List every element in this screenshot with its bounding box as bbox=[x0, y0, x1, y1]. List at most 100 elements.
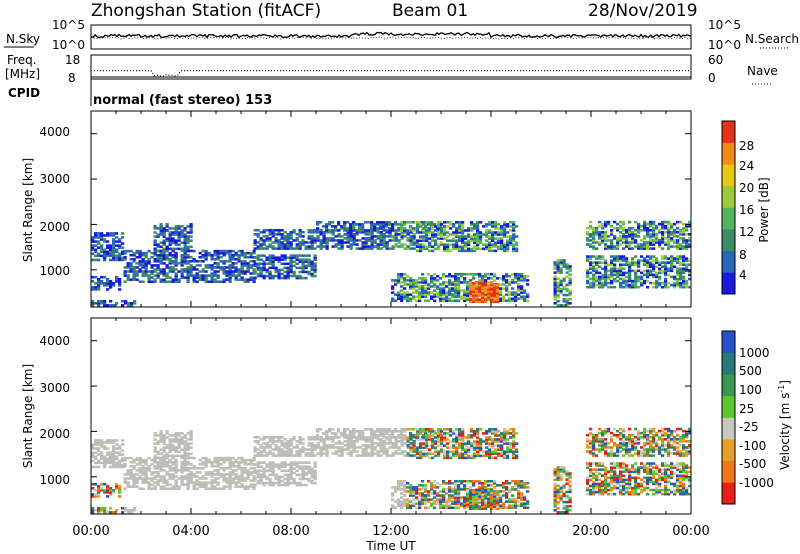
power-cell bbox=[289, 233, 293, 236]
velocity-cell bbox=[210, 487, 214, 490]
velocity-cell bbox=[343, 436, 347, 439]
velocity-cell bbox=[499, 496, 503, 499]
power-cell bbox=[307, 272, 311, 276]
power-cell bbox=[322, 233, 326, 236]
power-cell bbox=[664, 224, 668, 228]
velocity-cell bbox=[526, 490, 530, 493]
velocity-cell bbox=[225, 458, 229, 462]
velocity-cell bbox=[94, 447, 98, 450]
power-cell bbox=[171, 231, 175, 234]
velocity-cell bbox=[385, 448, 389, 451]
velocity-cell bbox=[499, 506, 503, 510]
velocity-cell bbox=[391, 486, 395, 489]
velocity-cell bbox=[192, 487, 196, 490]
power-cell bbox=[243, 255, 247, 259]
power-cell bbox=[265, 235, 269, 238]
velocity-cell bbox=[246, 485, 250, 488]
velocity-cell bbox=[346, 446, 350, 449]
power-cell bbox=[271, 241, 275, 244]
power-cell bbox=[103, 234, 107, 237]
power-cell bbox=[409, 239, 413, 242]
velocity-cell bbox=[409, 486, 413, 489]
power-cell bbox=[604, 267, 608, 271]
power-cell bbox=[622, 233, 626, 236]
velocity-cell bbox=[412, 442, 416, 445]
velocity-cell bbox=[433, 496, 437, 499]
power-cell bbox=[298, 258, 302, 261]
power-cell bbox=[478, 279, 482, 282]
power-cell bbox=[370, 233, 374, 236]
velocity-cell bbox=[409, 490, 413, 493]
power-cell bbox=[271, 233, 275, 236]
velocity-cell bbox=[364, 438, 368, 441]
power-cell bbox=[106, 280, 110, 283]
velocity-cell bbox=[159, 456, 163, 460]
velocity-cell bbox=[391, 498, 395, 501]
power-cell bbox=[135, 278, 139, 281]
power-cell bbox=[646, 261, 650, 264]
velocity-cell bbox=[189, 456, 193, 460]
power-cell bbox=[610, 267, 614, 271]
power-cell bbox=[493, 292, 497, 295]
velocity-cell bbox=[310, 435, 314, 439]
power-cell bbox=[256, 235, 260, 238]
power-cell bbox=[168, 276, 172, 279]
velocity-cell bbox=[289, 475, 293, 479]
power-cell bbox=[150, 276, 154, 279]
power-cell bbox=[478, 290, 482, 293]
velocity-cell bbox=[340, 432, 344, 435]
velocity-cell bbox=[409, 484, 413, 487]
power-cell bbox=[289, 254, 293, 257]
power-cell bbox=[490, 296, 494, 299]
velocity-cell bbox=[271, 435, 275, 439]
power-cell bbox=[382, 235, 386, 238]
power-cell bbox=[307, 235, 311, 238]
power-cell bbox=[100, 244, 104, 247]
velocity-cell bbox=[216, 465, 220, 468]
velocity-cell bbox=[97, 441, 101, 444]
power-cell bbox=[412, 241, 416, 244]
power-cell bbox=[91, 258, 95, 262]
power-cell bbox=[183, 245, 187, 249]
power-cell bbox=[271, 262, 275, 266]
velocity-cell bbox=[118, 451, 122, 454]
velocity-cell bbox=[313, 461, 317, 464]
power-cell bbox=[112, 238, 116, 241]
power-cell bbox=[685, 233, 689, 236]
power-cell bbox=[455, 233, 459, 236]
power-cell bbox=[607, 273, 611, 277]
power-cell bbox=[283, 254, 287, 257]
power-cell bbox=[511, 297, 515, 301]
noise-search-label: N.Search bbox=[745, 32, 799, 46]
velocity-cell bbox=[460, 502, 464, 505]
power-cell bbox=[243, 278, 247, 281]
power-cell bbox=[177, 235, 181, 238]
power-cell bbox=[655, 224, 659, 228]
power-cell bbox=[325, 229, 329, 232]
power-cell bbox=[425, 247, 429, 251]
power-cell bbox=[253, 241, 257, 244]
velocity-cell bbox=[322, 438, 326, 441]
power-cell bbox=[421, 295, 425, 298]
power-cell bbox=[442, 299, 446, 303]
power-cell bbox=[138, 264, 142, 267]
velocity-cell bbox=[467, 434, 471, 437]
power-cell bbox=[94, 254, 98, 258]
power-cell bbox=[349, 243, 353, 246]
power-cell bbox=[361, 241, 365, 244]
velocity-cell bbox=[385, 454, 389, 457]
power-cell bbox=[646, 245, 650, 248]
velocity-cell bbox=[183, 483, 187, 486]
power-cell bbox=[292, 264, 296, 268]
power-cell bbox=[472, 290, 476, 293]
velocity-cell bbox=[439, 432, 443, 435]
power-cell bbox=[400, 289, 404, 292]
power-cell bbox=[207, 251, 211, 255]
power-cell bbox=[512, 227, 516, 230]
velocity-cell bbox=[424, 490, 428, 493]
power-cell bbox=[409, 287, 413, 290]
velocity-cell bbox=[274, 446, 278, 449]
power-cell bbox=[497, 239, 501, 242]
velocity-cell bbox=[376, 438, 380, 441]
velocity-cell bbox=[132, 473, 136, 476]
